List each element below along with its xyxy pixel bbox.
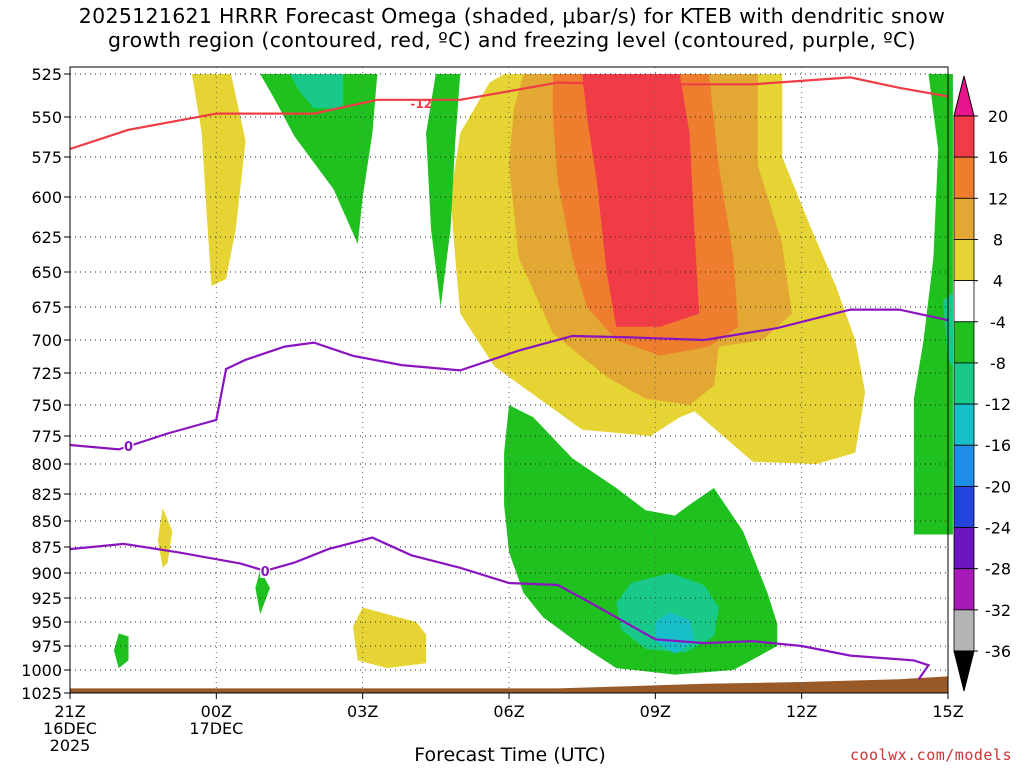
snow-growth-label: -12 xyxy=(410,97,432,111)
y-tick-label-675: 675 xyxy=(31,298,62,317)
y-tick-label-825: 825 xyxy=(31,485,62,504)
title-line-1: 2025121621 HRRR Forecast Omega (shaded, … xyxy=(78,4,946,28)
colorbar-cell-10 xyxy=(953,527,975,570)
x-tick-label-03Z-0: 03Z xyxy=(347,702,378,721)
colorbar-cell-2 xyxy=(953,197,975,240)
freezing-level-line-1 xyxy=(69,536,931,680)
omega-region-13 xyxy=(113,633,129,669)
omega-region-0 xyxy=(191,74,246,286)
y-tick-label-850: 850 xyxy=(31,512,62,531)
colorbar-label-12: -32 xyxy=(985,601,1011,620)
omega-region-14 xyxy=(255,569,270,615)
freezing-level-label-0: 0 xyxy=(124,440,133,455)
omega-shaded-regions xyxy=(113,74,953,675)
y-tick-label-600: 600 xyxy=(31,188,62,207)
y-tick-label-1025: 1025 xyxy=(21,684,62,703)
y-tick-label-625: 625 xyxy=(31,228,62,247)
x-tick-label-21Z-2: 2025 xyxy=(50,736,91,755)
y-tick-label-775: 775 xyxy=(31,427,62,446)
colorbar-cell-7 xyxy=(953,403,975,446)
x-tick-label-21Z-0: 21Z xyxy=(54,702,85,721)
colorbar-label-11: -28 xyxy=(985,560,1011,579)
omega-region-5 xyxy=(260,74,378,244)
colorbar-label-2: 12 xyxy=(988,189,1008,208)
contour-lines: -12 0 0 xyxy=(69,76,949,680)
y-tick-label-975: 975 xyxy=(31,637,62,656)
title-line-2: growth region (contoured, red, ºC) and f… xyxy=(108,28,916,52)
y-axis-ticks: 525 550 575 600 625 650 675 700 725 750 775 800 825 8… xyxy=(21,65,70,703)
colorbar-label-6: -8 xyxy=(990,354,1006,373)
freezing-label-bg-1 xyxy=(260,563,271,578)
colorbar-label-4: 4 xyxy=(993,272,1003,291)
colorbar-cell-4 xyxy=(953,280,975,323)
colorbar-label-13: -36 xyxy=(985,642,1011,661)
colorbar-cell-3 xyxy=(953,239,975,282)
x-tick-label-06Z-0: 06Z xyxy=(493,702,524,721)
y-tick-label-525: 525 xyxy=(31,65,62,84)
omega-region-16 xyxy=(352,607,427,669)
colorbar-label-8: -16 xyxy=(985,436,1011,455)
omega-region-15 xyxy=(157,508,173,568)
y-tick-label-900: 900 xyxy=(31,564,62,583)
colorbar-cell-11 xyxy=(953,568,975,611)
y-tick-label-700: 700 xyxy=(31,331,62,350)
x-tick-label-21Z-1: 16DEC xyxy=(43,719,97,738)
chart-title: 2025121621 HRRR Forecast Omega (shaded, … xyxy=(0,4,1024,52)
colorbar-cell-5 xyxy=(953,321,975,364)
freezing-level-label-1: 0 xyxy=(261,565,270,580)
x-tick-label-09Z-0: 09Z xyxy=(640,702,671,721)
omega-region-4 xyxy=(582,74,700,327)
y-tick-label-750: 750 xyxy=(31,396,62,415)
colorbar-bottom-arrow xyxy=(953,650,975,692)
colorbar-cell-0 xyxy=(953,115,975,158)
omega-region-7 xyxy=(426,74,461,307)
y-tick-label-950: 950 xyxy=(31,613,62,632)
colorbar-cell-6 xyxy=(953,362,975,405)
colorbar-label-3: 8 xyxy=(993,230,1003,249)
y-tick-label-1000: 1000 xyxy=(21,661,62,680)
y-tick-label-725: 725 xyxy=(31,364,62,383)
omega-region-6 xyxy=(289,74,344,109)
y-tick-label-575: 575 xyxy=(31,148,62,167)
terrain-layer xyxy=(70,676,948,693)
y-tick-label-925: 925 xyxy=(31,589,62,608)
y-tick-label-650: 650 xyxy=(31,263,62,282)
colorbar-label-5: -4 xyxy=(990,313,1006,332)
omega-region-10 xyxy=(655,612,695,654)
colorbar-label-0: 20 xyxy=(988,107,1008,126)
x-tick-label-00Z-1: 17DEC xyxy=(189,719,243,738)
omega-region-11 xyxy=(913,74,953,535)
x-axis-label: Forecast Time (UTC) xyxy=(414,744,606,766)
colorbar-cell-9 xyxy=(953,485,975,528)
colorbar-label-7: -12 xyxy=(985,395,1011,414)
x-tick-label-12Z-0: 12Z xyxy=(786,702,817,721)
colorbar-label-9: -20 xyxy=(985,477,1011,496)
freezing-level-line-0 xyxy=(69,308,949,451)
colorbar-top-arrow xyxy=(953,75,975,117)
colorbar-cell-8 xyxy=(953,444,975,487)
colorbar-cell-1 xyxy=(953,156,975,199)
x-tick-label-15Z-0: 15Z xyxy=(932,702,963,721)
y-tick-label-800: 800 xyxy=(31,455,62,474)
terrain-fill xyxy=(70,676,948,693)
y-tick-label-550: 550 xyxy=(31,108,62,127)
colorbar-cell-12 xyxy=(953,609,975,652)
colorbar-label-10: -24 xyxy=(985,519,1011,538)
colorbar-label-1: 16 xyxy=(988,148,1008,167)
freezing-label-bg-0 xyxy=(123,439,134,454)
y-tick-label-875: 875 xyxy=(31,538,62,557)
snow-growth-isotherm xyxy=(69,76,949,151)
watermark: coolwx.com/models xyxy=(849,746,1012,764)
x-tick-label-00Z-0: 00Z xyxy=(201,702,232,721)
colorbar: 20 16 12 8 4 -4 -8 -12 -16 -20 -24 -28 -32 -36 xyxy=(953,75,1011,692)
